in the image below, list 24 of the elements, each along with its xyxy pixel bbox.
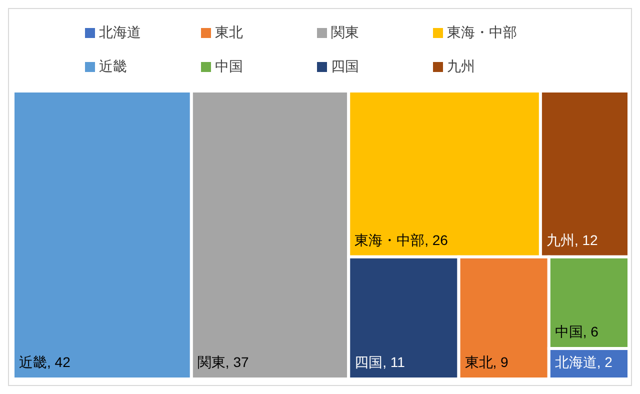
legend-label: 北海道 <box>99 23 142 42</box>
data-label: , 11 <box>382 354 406 370</box>
data-label: , 42 <box>47 354 71 370</box>
text: 北海道 <box>554 354 597 370</box>
data-label: , 2 <box>596 354 613 370</box>
legend-label: 四国 <box>331 57 360 76</box>
text: 近畿 <box>19 354 47 370</box>
legend-label: 関東 <box>331 23 360 42</box>
legend-label: 近畿 <box>99 57 128 76</box>
text: 九州 <box>546 232 574 248</box>
text: 東海・中部 <box>354 232 425 248</box>
data-label: , 9 <box>492 354 509 370</box>
legend-label: 九州 <box>447 57 476 76</box>
data-label: , 37 <box>225 354 249 370</box>
text: 東北 <box>464 354 493 370</box>
text: 中国 <box>554 323 583 340</box>
text: 関東 <box>197 354 226 370</box>
data-label: , 26 <box>424 232 448 248</box>
text: 四国 <box>354 354 383 370</box>
legend-label: 東海・中部 <box>447 23 518 42</box>
legend-label: 東北 <box>215 23 244 42</box>
data-label: , 12 <box>574 232 598 248</box>
legend-label: 中国 <box>215 57 244 76</box>
data-label: , 6 <box>582 323 599 340</box>
